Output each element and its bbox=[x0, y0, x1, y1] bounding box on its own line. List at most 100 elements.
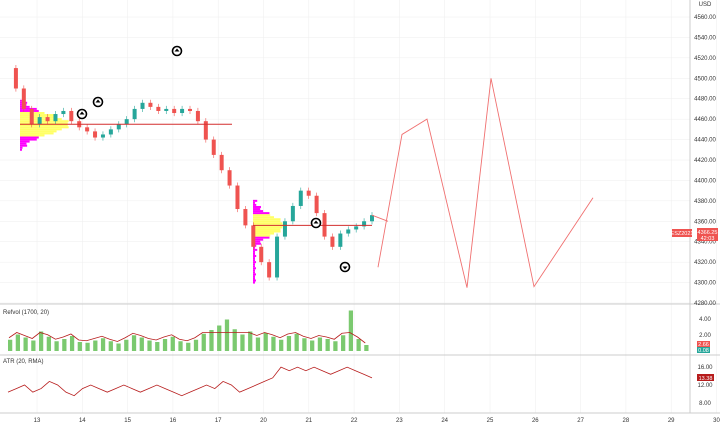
price-tick: 4280.00 bbox=[694, 301, 716, 307]
volume-bar bbox=[108, 341, 113, 351]
volume-profile-bar bbox=[253, 208, 261, 211]
price-tick: 4400.00 bbox=[694, 178, 716, 184]
volume-profile-bar bbox=[253, 275, 255, 278]
volume-bar bbox=[302, 338, 307, 351]
candle-body bbox=[282, 221, 287, 237]
atr-tick: 16.00 bbox=[697, 365, 713, 371]
price-tick: 4380.00 bbox=[694, 199, 716, 205]
price-tick: 4460.00 bbox=[694, 117, 716, 123]
time-tick: 21 bbox=[305, 418, 312, 424]
volume-bar bbox=[85, 342, 90, 351]
volume-profile-bar bbox=[20, 134, 45, 137]
time-tick: 24 bbox=[441, 418, 448, 424]
volume-profile-bar bbox=[253, 269, 255, 272]
candle-body bbox=[219, 154, 224, 171]
price-tick: 4540.00 bbox=[694, 35, 716, 41]
time-tick: 28 bbox=[623, 418, 630, 424]
symbol-badge bbox=[672, 229, 692, 237]
candle-body bbox=[290, 205, 295, 222]
candle-body bbox=[53, 114, 58, 122]
atr-tick: 8.00 bbox=[699, 401, 711, 407]
candle-body bbox=[354, 226, 359, 230]
candle-body bbox=[322, 213, 327, 237]
volume-tick: 2.00 bbox=[699, 333, 711, 339]
price-tick: 4320.00 bbox=[694, 260, 716, 266]
volume-profile-bar bbox=[253, 228, 281, 231]
time-tick: 20 bbox=[260, 418, 267, 424]
time-tick: 27 bbox=[577, 418, 584, 424]
price-axis[interactable]: 4560.00 4540.00 4520.00 4500.00 4480.00 4460.… bbox=[694, 15, 716, 307]
current-price-value: 4366.25 bbox=[698, 230, 718, 236]
volume-bar bbox=[248, 331, 253, 351]
candle-body bbox=[298, 190, 303, 206]
volume-profile-bar bbox=[20, 142, 27, 145]
volume-profile-bar bbox=[253, 263, 255, 266]
volume-bar bbox=[139, 337, 144, 351]
volume-profile-bar bbox=[253, 226, 283, 229]
candle-body bbox=[21, 88, 26, 109]
candle-body bbox=[267, 262, 272, 278]
volume-profile-bar bbox=[253, 238, 264, 241]
candle-body bbox=[29, 108, 34, 125]
time-axis[interactable]: 13141516172021222324252627282930Oct bbox=[34, 418, 720, 424]
volume-profile-bar bbox=[253, 261, 257, 264]
volume-profile-bar bbox=[253, 248, 258, 251]
candle-body bbox=[156, 106, 161, 111]
volume-bar bbox=[348, 310, 354, 351]
volume-bar bbox=[62, 339, 67, 351]
volume-bar bbox=[178, 341, 183, 351]
volume-profile-bar bbox=[253, 205, 261, 208]
volume-bar bbox=[155, 342, 160, 351]
volume-profile-bar bbox=[20, 120, 69, 123]
candle-body bbox=[140, 102, 145, 109]
candle-body bbox=[69, 110, 74, 122]
projection-path bbox=[371, 214, 389, 222]
price-tick: 4420.00 bbox=[694, 158, 716, 164]
volume-profile-bar bbox=[20, 124, 68, 127]
volume-bar bbox=[364, 345, 369, 351]
volume-bar bbox=[341, 335, 346, 351]
volume-bar bbox=[186, 342, 191, 351]
volume-profile-bar bbox=[253, 271, 255, 274]
time-tick: 26 bbox=[532, 418, 539, 424]
volume-bar bbox=[100, 338, 106, 351]
volume-bar bbox=[162, 339, 168, 351]
volume-badge-red bbox=[697, 341, 710, 347]
volume-profile-bar bbox=[253, 230, 281, 233]
volume-bar bbox=[69, 336, 75, 351]
price-tick: 4480.00 bbox=[694, 97, 716, 103]
volume-pane-label: Refvol (1700, 20) bbox=[3, 310, 49, 316]
projection-line bbox=[371, 78, 594, 288]
countdown: 42:03 bbox=[701, 236, 715, 242]
candle-body bbox=[93, 131, 98, 138]
volume-badge-value: 0.08 bbox=[698, 348, 709, 354]
volume-profile-bar bbox=[253, 232, 275, 235]
volume-profile-bar bbox=[253, 255, 257, 258]
atr-tick: 12.00 bbox=[697, 383, 713, 389]
volume-bar bbox=[124, 339, 129, 351]
volume-ma-line bbox=[8, 332, 366, 344]
volume-profile-bar bbox=[253, 201, 256, 204]
price-tick: 4560.00 bbox=[694, 15, 716, 21]
volume-profile-bar bbox=[253, 279, 256, 282]
volume-bar bbox=[131, 335, 137, 351]
arrow-icon bbox=[313, 220, 319, 224]
price-tick: 4520.00 bbox=[694, 56, 716, 62]
volume-profile-bar bbox=[253, 218, 281, 221]
volume-bar bbox=[325, 339, 330, 351]
arrow-icon bbox=[174, 48, 180, 52]
candles bbox=[13, 65, 374, 281]
time-tick: 16 bbox=[170, 418, 177, 424]
volume-profile-bar bbox=[20, 122, 68, 125]
volume-profile-bar bbox=[253, 234, 271, 237]
volume-bar bbox=[232, 329, 237, 351]
volume-profile-bar bbox=[253, 257, 255, 260]
volume-bar bbox=[23, 337, 28, 351]
volume-profile-bar bbox=[253, 216, 275, 219]
time-tick: 25 bbox=[487, 418, 494, 424]
candle-body bbox=[148, 102, 153, 107]
volume-profile-bar bbox=[20, 148, 22, 151]
volume-profile-bar bbox=[253, 240, 261, 243]
volume-bar bbox=[294, 333, 299, 351]
